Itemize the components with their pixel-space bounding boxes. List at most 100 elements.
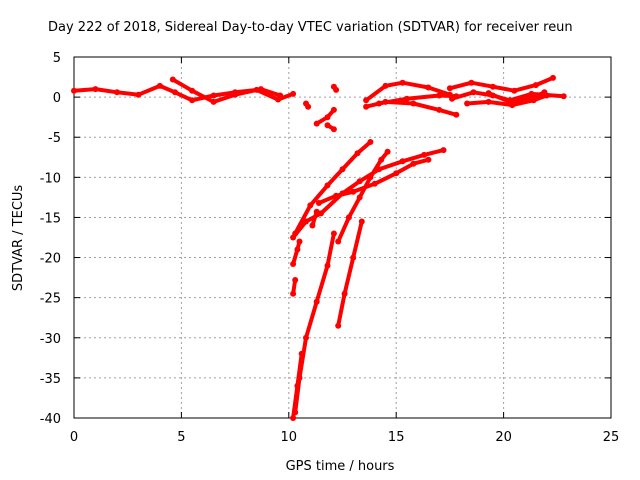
series-line	[336, 219, 364, 328]
data-point	[485, 90, 492, 97]
data-point	[324, 114, 331, 121]
data-point	[333, 86, 340, 93]
data-point	[309, 222, 316, 229]
data-point	[410, 160, 417, 167]
data-point	[71, 87, 77, 94]
data-point	[507, 98, 513, 105]
series-arc-22	[290, 277, 299, 297]
data-point	[526, 95, 533, 102]
data-point	[313, 208, 320, 215]
y-tick-label: -35	[40, 372, 61, 387]
data-point	[294, 382, 301, 389]
data-point	[290, 415, 297, 421]
y-tick-label: -40	[40, 412, 61, 427]
plot-frame	[73, 56, 612, 419]
data-point	[324, 122, 331, 129]
x-tick-label: 0	[70, 430, 78, 445]
data-point	[436, 92, 443, 99]
data-point	[363, 97, 370, 104]
data-point	[257, 86, 264, 93]
data-point	[189, 97, 196, 104]
data-point	[303, 334, 309, 341]
data-point	[335, 322, 342, 329]
y-tick-label: -30	[40, 332, 61, 347]
data-point	[425, 156, 432, 163]
data-point	[384, 148, 391, 155]
data-point	[298, 350, 305, 357]
data-point	[210, 92, 217, 99]
series-arc-13	[485, 89, 548, 105]
data-point	[290, 290, 297, 297]
data-point	[453, 111, 460, 118]
data-point	[290, 90, 297, 97]
data-point	[350, 254, 357, 261]
data-point	[449, 95, 455, 102]
series-arc-19	[290, 350, 305, 421]
data-point	[277, 92, 284, 99]
data-point	[470, 89, 477, 96]
series-arc-23	[309, 208, 320, 229]
data-point	[399, 79, 406, 86]
x-tick-label: 25	[603, 430, 620, 445]
data-point	[403, 95, 410, 102]
data-point	[399, 158, 406, 165]
data-point	[464, 100, 471, 107]
data-point	[354, 150, 361, 157]
series-line	[170, 77, 283, 104]
series-arc-12	[464, 92, 550, 109]
x-tick-label: 10	[281, 430, 298, 445]
y-tick-label: -25	[40, 292, 61, 307]
data-point	[489, 83, 496, 90]
data-point	[189, 87, 196, 94]
series-line	[291, 239, 302, 266]
data-point	[335, 238, 342, 245]
series-arc-20	[335, 218, 365, 329]
data-point	[393, 170, 400, 177]
data-point	[532, 82, 539, 89]
data-point	[313, 298, 320, 305]
series-arc-17	[335, 148, 391, 245]
data-point	[324, 262, 331, 269]
data-point	[333, 192, 340, 199]
series-line	[447, 75, 555, 93]
data-point	[324, 182, 331, 189]
series-arc-15	[292, 139, 374, 237]
data-point	[330, 230, 337, 237]
data-point	[135, 91, 142, 98]
x-tick-label: 5	[177, 430, 185, 445]
data-point	[358, 218, 365, 225]
data-point	[511, 87, 518, 94]
series-arc-21	[290, 238, 303, 267]
y-axis-label: SDTVAR / TECUs	[11, 185, 26, 292]
y-tick-label: 5	[53, 51, 61, 66]
series-line	[486, 90, 547, 104]
data-point	[356, 178, 363, 185]
data-point	[114, 89, 120, 96]
data-point	[425, 84, 432, 91]
data-point	[330, 106, 337, 113]
data-point	[560, 93, 567, 100]
x-tick-label: 15	[388, 430, 405, 445]
series-line	[377, 93, 459, 106]
data-point	[446, 85, 453, 92]
data-point	[541, 89, 548, 96]
data-point	[156, 82, 163, 89]
data-point	[440, 147, 447, 154]
y-tick-label: -15	[40, 211, 61, 226]
data-point	[296, 238, 303, 245]
data-point	[410, 100, 417, 107]
data-point	[367, 139, 374, 145]
data-point	[485, 98, 492, 105]
series-arc-5	[330, 83, 340, 93]
y-tick-label: -20	[40, 252, 61, 267]
data-point	[371, 180, 378, 187]
series-arc-4	[324, 122, 337, 133]
y-tick-label: -5	[48, 131, 61, 146]
data-point	[436, 106, 443, 113]
series-line	[293, 231, 336, 415]
series-arc-16	[315, 156, 432, 206]
data-point	[292, 277, 299, 283]
data-point	[307, 202, 314, 209]
grid-layer	[74, 57, 611, 418]
